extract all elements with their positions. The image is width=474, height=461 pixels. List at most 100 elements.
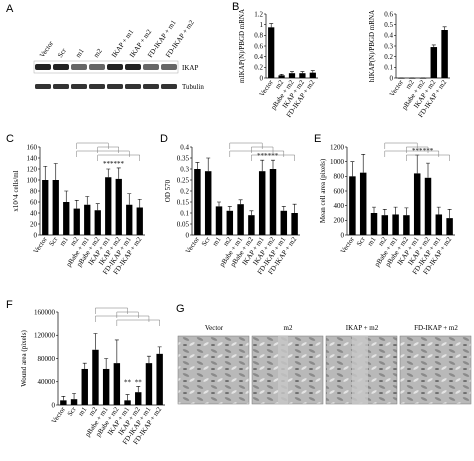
error-bar — [82, 362, 87, 369]
error-bar — [157, 346, 162, 354]
bar — [291, 213, 298, 235]
blot-band — [107, 64, 123, 70]
error-bar — [260, 159, 265, 172]
error-bar — [195, 162, 200, 169]
y-tick-label: 0 — [390, 74, 394, 82]
y-tick-label: 0 — [52, 401, 56, 409]
x-tick-label: m2 — [404, 78, 416, 90]
error-bar — [393, 206, 398, 215]
blot-band — [125, 64, 141, 70]
error-bar — [238, 199, 243, 205]
error-bar — [442, 26, 447, 30]
y-tick-label: 80000 — [38, 355, 56, 363]
blot-band — [125, 84, 141, 89]
blot-band — [89, 64, 105, 70]
bar — [446, 218, 453, 235]
y-tick-label: 0.8 — [254, 32, 263, 40]
comparison-bracket — [406, 146, 429, 153]
error-bar — [404, 207, 409, 216]
error-bar — [447, 209, 452, 219]
y-tick-label: 0.4 — [384, 32, 393, 40]
bar — [359, 172, 367, 235]
panel-label: C — [6, 133, 14, 145]
panel-label: F — [6, 299, 13, 311]
error-bar — [93, 333, 98, 350]
error-bar — [281, 206, 286, 211]
error-bar — [114, 339, 119, 364]
y-tick-label: 0.2 — [254, 64, 263, 72]
comparison-bracket — [76, 142, 109, 149]
y-tick-label: 40 — [30, 209, 38, 217]
bar — [105, 177, 112, 235]
y-tick-label: 80 — [30, 187, 38, 195]
bar — [42, 180, 49, 235]
bar — [278, 75, 285, 78]
y-axis-label: hIKAP(N)/PBGD mRNA — [368, 10, 376, 82]
wound-gap — [278, 336, 288, 404]
error-bar — [271, 159, 275, 169]
bar — [124, 400, 131, 405]
comparison-bracket — [229, 142, 263, 149]
bar — [430, 47, 438, 78]
bar — [145, 363, 153, 405]
error-bar — [127, 193, 132, 205]
panel-label: A — [6, 3, 14, 15]
band-label: Tubulin — [182, 83, 204, 91]
y-tick-label: 200 — [334, 217, 345, 225]
x-tick-label: m1 — [77, 405, 89, 417]
x-tick-label: m2 — [377, 235, 389, 247]
error-bar — [350, 161, 355, 177]
y-tick-label: 60 — [30, 198, 38, 206]
significance: ** — [124, 378, 132, 386]
blot-band — [107, 84, 123, 89]
y-tick-label: 160000 — [34, 308, 56, 316]
error-bar — [292, 203, 297, 213]
error-bar — [136, 386, 141, 393]
blot-band — [71, 84, 87, 89]
bar — [269, 169, 277, 235]
bar — [73, 208, 80, 235]
comparison-bracket — [406, 154, 450, 161]
y-tick-label: 0 — [34, 231, 38, 239]
bar — [299, 73, 306, 78]
bar — [70, 399, 78, 405]
bar — [226, 210, 234, 235]
error-bar — [64, 190, 69, 202]
blot-band — [71, 64, 87, 70]
bar — [102, 368, 110, 405]
comparison-bracket — [251, 146, 274, 153]
comparison-bracket — [251, 154, 295, 161]
bar — [60, 400, 67, 405]
blot-band — [35, 64, 51, 70]
y-tick-label: 0.15 — [177, 198, 190, 206]
blot-band — [161, 84, 177, 89]
y-axis-label: x10^4 cells/ml — [12, 170, 20, 211]
y-tick-label: 20 — [30, 220, 38, 228]
error-bar — [217, 201, 221, 207]
significance: ** — [135, 378, 143, 386]
bar — [403, 215, 410, 235]
error-bar — [74, 200, 79, 209]
y-tick-label: 800 — [334, 173, 345, 181]
error-bar — [43, 165, 48, 180]
x-tick-label: m2 — [87, 405, 99, 417]
panel-label: E — [314, 133, 321, 145]
error-bar — [72, 393, 77, 400]
error-bar — [61, 395, 66, 401]
blot-band — [53, 64, 69, 70]
error-bar — [95, 203, 100, 211]
comparison-bracket — [116, 311, 139, 318]
comparison-bracket — [384, 150, 440, 157]
error-bar — [431, 44, 436, 48]
bar — [126, 204, 133, 235]
image-label: m2 — [284, 324, 293, 332]
x-tick-label: m1 — [211, 235, 223, 247]
blot-strip — [33, 60, 179, 74]
bar — [136, 207, 143, 235]
lane-label: m2 — [92, 47, 104, 59]
bar — [268, 27, 275, 78]
error-bar — [53, 163, 58, 180]
lane-label: m1 — [74, 47, 86, 59]
significance: *** — [114, 160, 125, 168]
